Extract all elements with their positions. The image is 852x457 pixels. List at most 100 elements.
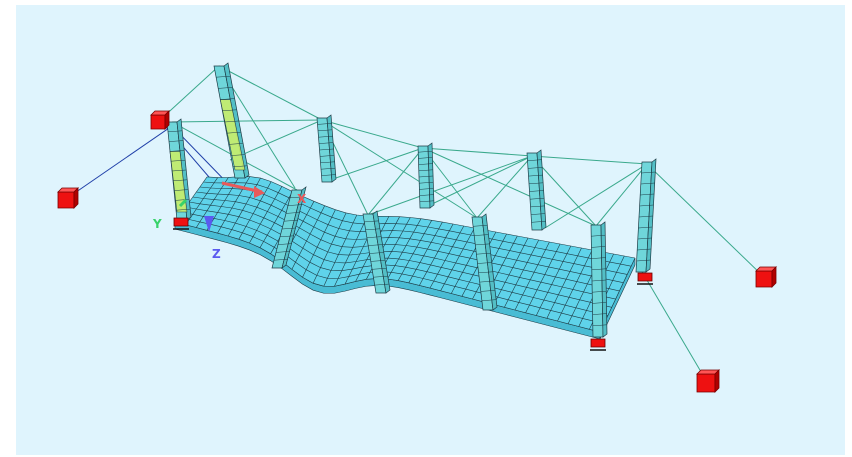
deck-slab-mesh [174,176,636,340]
column-side [372,210,391,294]
cable-stay [646,163,766,279]
support-icon [637,272,653,285]
column-side [536,149,547,231]
mesh-line [525,243,561,313]
cable-stay [229,119,323,161]
column-mesh-line [419,188,434,190]
column-mesh-line [592,324,607,327]
cable-stay [640,269,708,383]
anchor-front [755,270,773,288]
column-mesh-line [320,167,336,170]
column-mesh-line [373,275,388,278]
column-mesh-line [168,140,184,142]
cable-stay [595,163,648,227]
cable-stay [321,119,424,149]
cable-stay [329,147,424,181]
anchor-side [771,266,777,288]
column-mesh-line [224,120,239,123]
column-mesh-line [591,257,606,259]
structure-model[interactable]: X Y Z [16,5,845,455]
column-side [600,221,608,338]
mesh-line [217,176,251,234]
anchor-side [73,187,79,209]
column-mesh-line [477,262,492,264]
mesh-line [546,247,582,319]
column-mesh-line [418,150,433,153]
column-mesh-line [281,227,297,230]
anchor-front [57,191,75,209]
column-mesh-line [476,252,491,255]
column-side [645,158,657,273]
column-mesh-line [530,205,545,208]
column-mesh-line [638,226,653,229]
column-mesh-line [220,98,235,100]
anchor-front [696,373,716,393]
column-mesh-line [317,123,332,125]
column-mesh-line [372,268,387,270]
support-icon [173,217,189,230]
column-stress-band [169,151,188,213]
column-mesh-line [637,248,652,251]
column-side [481,213,498,311]
column-mesh-line [175,208,191,211]
column-mesh-line [475,243,490,246]
column-mesh-line [279,235,295,238]
column-mesh-line [638,215,654,218]
column-mesh-line [531,221,546,223]
column-mesh-line [529,197,545,200]
column-mesh-line [289,196,305,199]
model-viewport[interactable]: X Y Z [16,5,845,455]
column-side [281,186,307,269]
anchor-front [150,114,166,130]
column-mesh-line [226,131,241,134]
column-mesh-line [591,234,606,237]
column-mesh-line [232,165,247,168]
mesh-line [238,181,272,240]
cable-stay [321,119,478,219]
column-mesh-line [418,169,433,172]
column-mesh-line [592,290,607,293]
mesh-line [408,221,443,283]
column-mesh-line [474,234,489,236]
column-mesh-line [419,200,434,203]
cable-stay [531,155,648,165]
x-axis-head [254,186,265,198]
slab-surface [175,176,635,332]
column-mesh-line [480,290,495,292]
column-mesh-line [640,193,655,196]
column-mesh-line [592,302,607,304]
anchor-block-icon [696,369,720,393]
mesh-line [323,214,358,287]
column-mesh-line [374,283,389,286]
column-mesh-line [222,109,237,112]
column-mesh-line [636,259,651,262]
mesh-line [514,241,550,311]
mesh-line [493,237,529,305]
axis-triad-icon: X Y Z [152,181,307,261]
column-mesh-line [527,159,542,161]
column-mesh-line [366,236,381,238]
column-mesh-line [218,87,233,89]
cable-stay [476,155,533,219]
anchor-block-icon [57,187,79,209]
mesh-line [334,215,368,287]
x-axis-label: X [297,192,307,206]
column-mesh-line [174,199,190,201]
mesh-line [291,205,325,270]
column-mesh-line [591,279,607,282]
column-mesh-line [529,190,544,192]
column-mesh-line [319,155,335,157]
column-mesh-line [478,271,493,274]
column-mesh-line [273,258,289,261]
mesh-line [557,249,593,322]
anchor-block-icon [150,110,170,130]
column-mesh-line [368,244,383,246]
column-mesh-line [169,150,185,152]
mesh-line [419,223,454,286]
column-mesh-line [277,243,293,245]
mesh-line [196,177,229,228]
column-mesh-line [228,143,243,145]
column-mesh-line [365,228,380,231]
column-mesh-line [591,268,606,271]
column-mesh-line [321,174,336,176]
